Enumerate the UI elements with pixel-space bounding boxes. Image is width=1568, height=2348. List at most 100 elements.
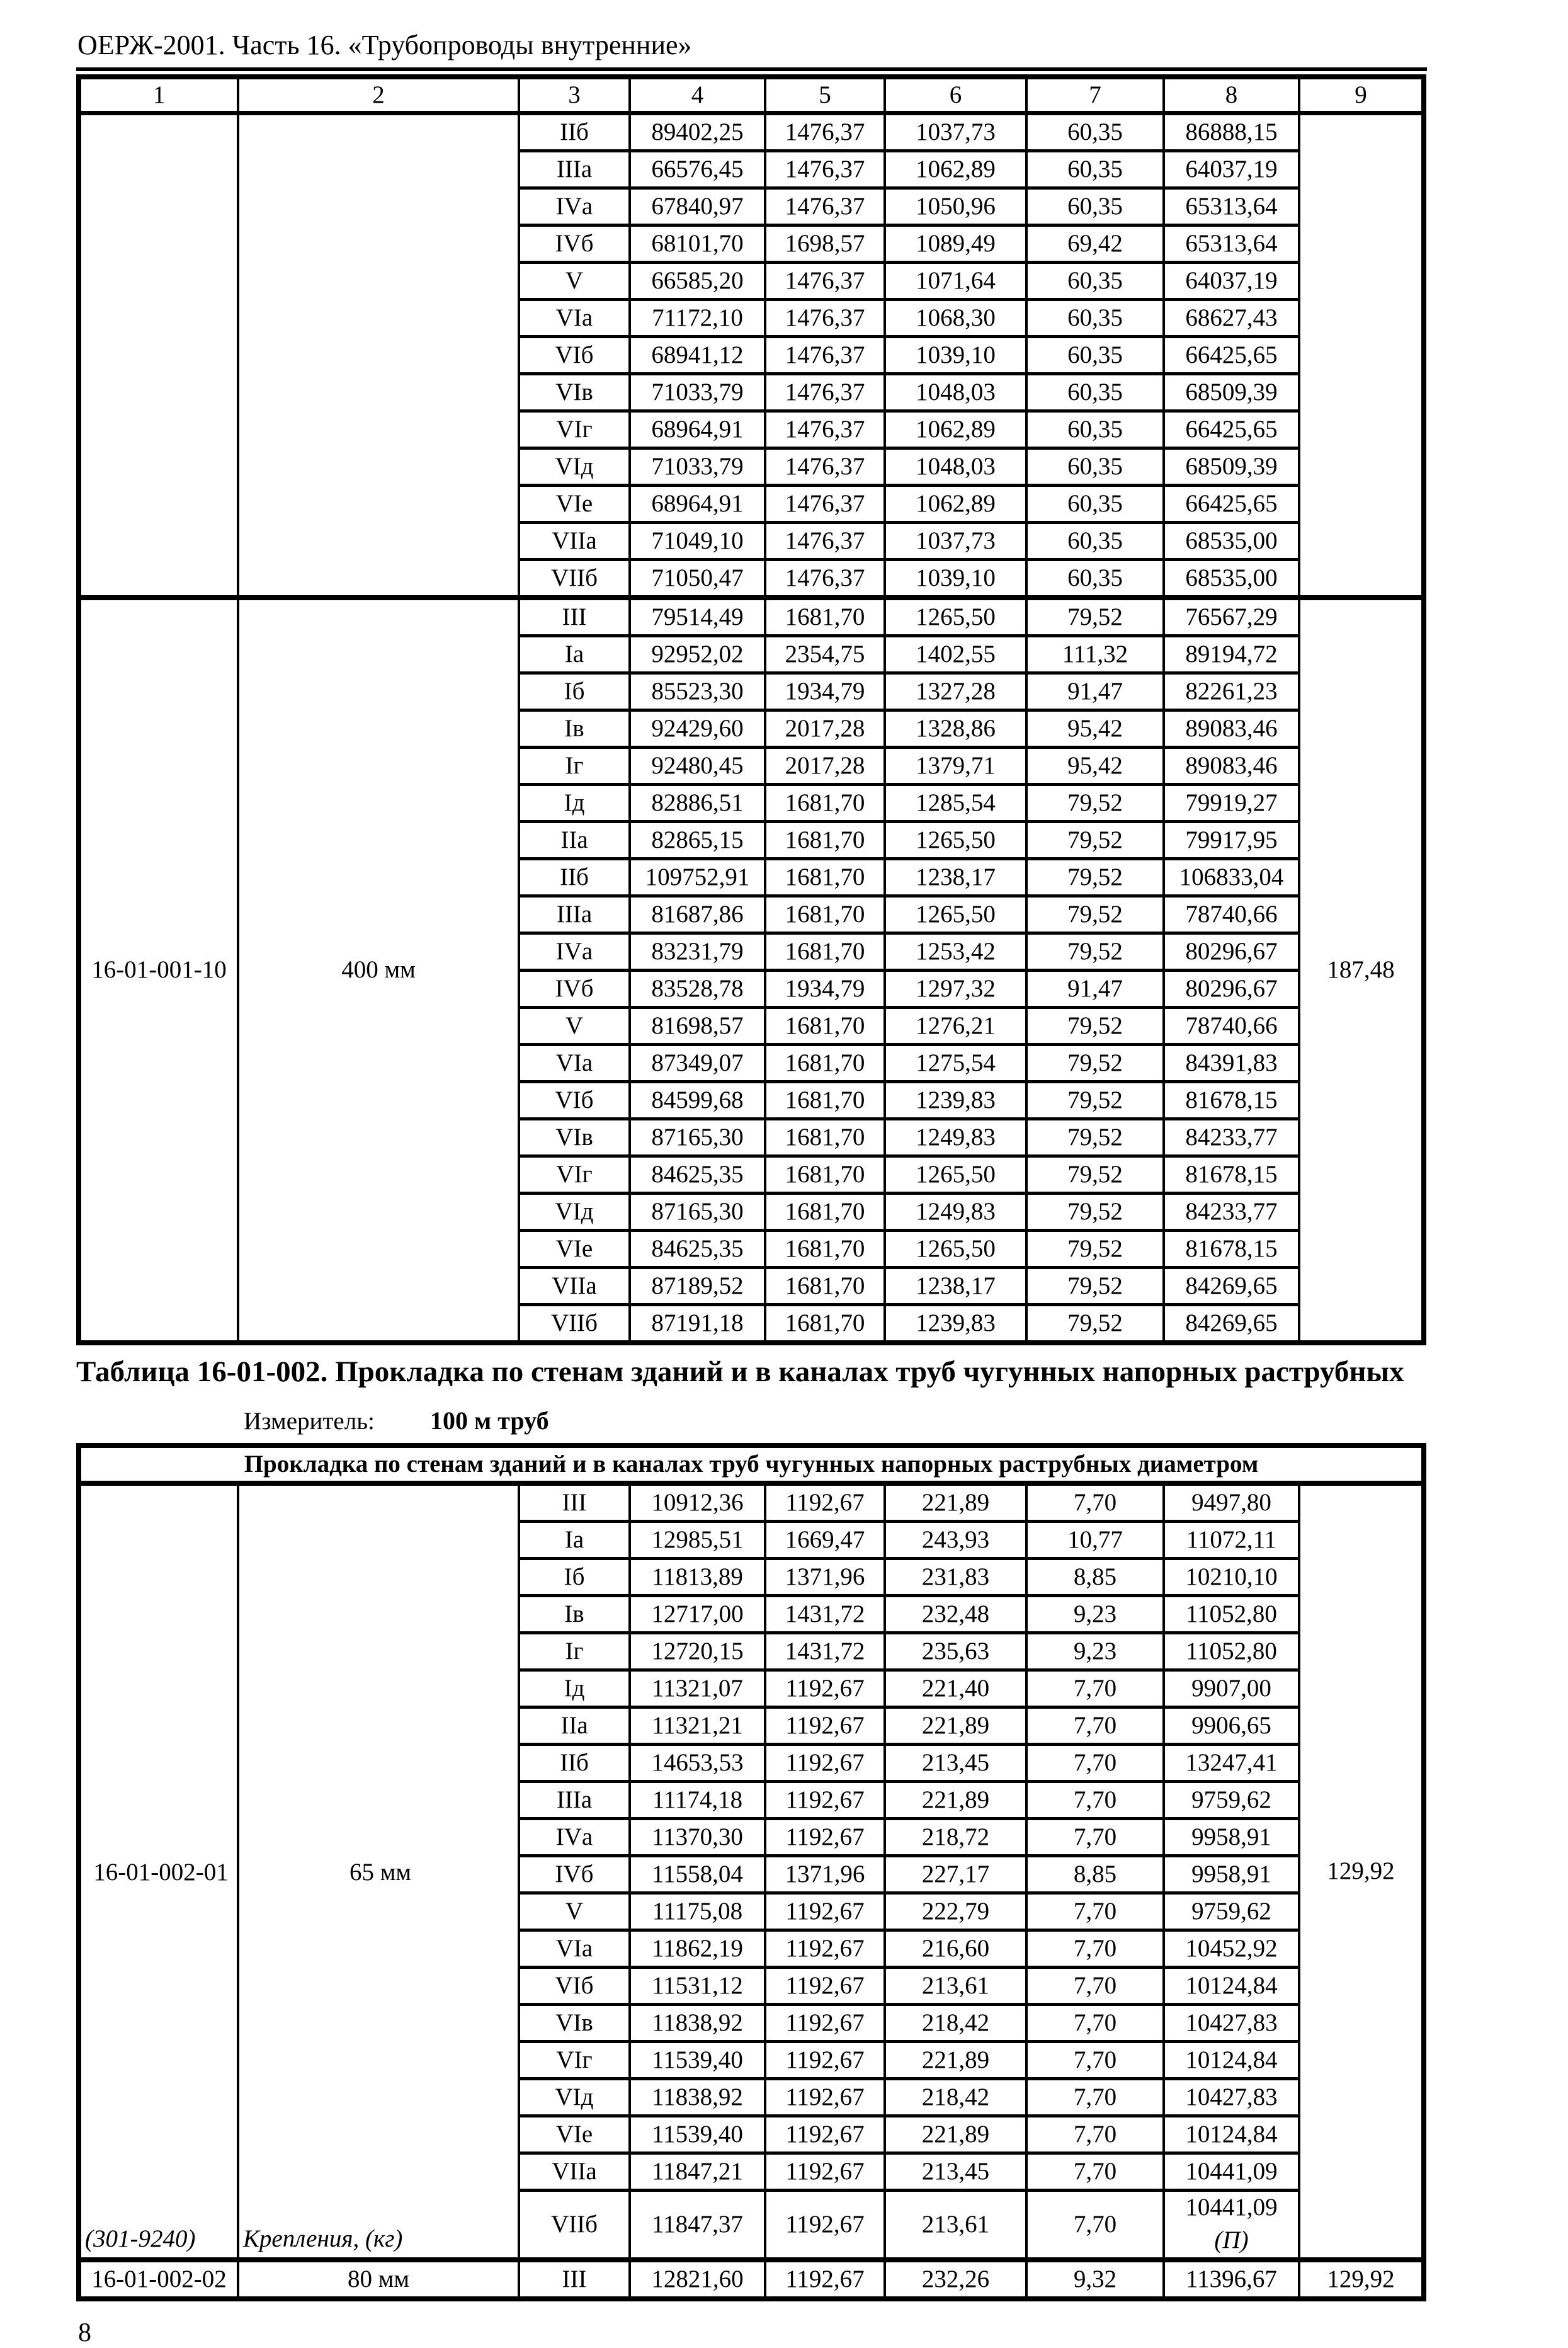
value-cell: 1039,10 <box>883 335 1028 375</box>
value-cell: 14653,53 <box>628 1743 766 1784</box>
value-cell: 7,70 <box>1025 1668 1165 1709</box>
note-name: Крепления, (кг) <box>243 2225 403 2253</box>
value-cell: 111,32 <box>1025 634 1165 675</box>
value-cell: 82886,51 <box>628 783 766 823</box>
value-cell: 79,52 <box>1025 1043 1165 1083</box>
grade-cell: IIIа <box>518 894 631 935</box>
value-text: 1192,67 <box>785 2211 865 2238</box>
value-cell: 71033,79 <box>628 372 766 413</box>
table-row: VIа 87349,07 1681,70 1275,54 79,52 84391,83 <box>79 1043 1424 1083</box>
value-cell: 10124,84 <box>1162 1966 1300 2007</box>
value-cell: 11813,89 <box>628 1557 766 1598</box>
value-cell: 7,70 <box>1025 1780 1165 1821</box>
value-cell: 67840,97 <box>628 186 766 227</box>
table-row: Iд 82886,51 1681,70 1285,54 79,52 79919,27 <box>79 783 1424 823</box>
value-cell: 1431,72 <box>764 1594 886 1635</box>
value-cell: 60,35 <box>1025 298 1165 338</box>
value-cell: 10427,83 <box>1162 2003 1300 2044</box>
value-cell: 1068,30 <box>883 298 1028 338</box>
value-cell: 66576,45 <box>628 149 766 190</box>
extra-cell-empty <box>1298 111 1425 600</box>
table-row: IIIа 11174,18 1192,67 221,89 7,70 9759,62 <box>79 1780 1424 1821</box>
grade-cell: IIб <box>518 857 631 898</box>
value-cell: 1681,70 <box>764 857 886 898</box>
entry-main-row: 16-01-001-10 400 мм III 79514,49 1681,70 1265… <box>77 595 1425 1345</box>
table-row: VIа 11862,19 1192,67 216,60 7,70 10452,92 <box>79 1929 1424 1969</box>
table-row: IVа 11370,30 1192,67 218,72 7,70 9958,91 <box>79 1817 1424 1858</box>
value-cell: 1681,70 <box>764 1154 886 1195</box>
value-cell: 11370,30 <box>628 1817 766 1858</box>
value-cell: 12720,15 <box>628 1631 766 1672</box>
value-cell: 10912,36 <box>628 1481 766 1524</box>
value-text: 213,61 <box>921 2211 990 2238</box>
grade-cell: VIIб <box>518 1303 631 1345</box>
value-cell: 11539,40 <box>628 2040 766 2081</box>
grade-cell: IVб <box>518 1854 631 1895</box>
grade-cell: IIа <box>518 820 631 860</box>
value-cell: 1192,67 <box>764 1780 886 1821</box>
value-cell: 68101,70 <box>628 224 766 264</box>
value-cell: 71050,47 <box>628 558 766 600</box>
table-row: Iв 92429,60 2017,28 1328,86 95,42 89083,46 <box>79 709 1424 749</box>
table-row: VIIа 71049,10 1476,37 1037,73 60,35 68535,00 <box>79 521 1424 561</box>
value-cell: 9,23 <box>1025 1594 1165 1635</box>
value-cell: 84625,35 <box>628 1154 766 1195</box>
table-row: Iб 85523,30 1934,79 1327,28 91,47 82261,23 <box>79 671 1424 712</box>
value-cell: 1476,37 <box>764 447 886 487</box>
value-cell: 10124,84 <box>1162 2040 1300 2081</box>
value-cell: 1192,67 <box>764 1817 886 1858</box>
value-cell: 84625,35 <box>628 1229 766 1269</box>
value-cell: 1476,37 <box>764 484 886 524</box>
grade-cell: VIб <box>518 1080 631 1120</box>
entry-main-row: 16-01-002-02 80 мм III 12821,60 1192,67 232,2… <box>77 2257 1426 2301</box>
value-cell: 1050,96 <box>883 186 1028 227</box>
grade-cell: Iв <box>518 709 631 749</box>
value-cell: 9759,62 <box>1162 1891 1300 1932</box>
column-header: 1 <box>77 75 239 115</box>
value-cell: 1265,50 <box>883 595 1028 637</box>
grade-cell: IIIа <box>518 1780 631 1821</box>
column-header: 8 <box>1162 75 1300 115</box>
value-cell: 1192,67 <box>764 2040 886 2081</box>
value-cell: 216,60 <box>883 1929 1028 1969</box>
grade-cell: III <box>518 2257 631 2301</box>
value-cell: 12985,51 <box>628 1520 766 1561</box>
value-cell: 60,35 <box>1025 372 1165 413</box>
header-rule <box>76 67 1427 71</box>
value-cell: 1039,10 <box>883 558 1028 600</box>
value-cell: 11052,80 <box>1162 1594 1300 1635</box>
grade-cell: VIIа <box>518 521 631 561</box>
value-cell: 11175,08 <box>628 1891 766 1932</box>
value-cell: 79514,49 <box>628 595 766 637</box>
table-row: IIб 14653,53 1192,67 213,45 7,70 13247,41 <box>79 1743 1424 1784</box>
value-cell: 60,35 <box>1025 521 1165 561</box>
value-cell: 11072,11 <box>1162 1520 1300 1561</box>
grade-cell: VIIб <box>518 2189 631 2262</box>
table-row: VIIб 71050,47 1476,37 1039,10 60,35 68535,00 <box>79 558 1424 600</box>
value-cell: 87349,07 <box>628 1043 766 1083</box>
value-cell: 9497,80 <box>1162 1481 1300 1524</box>
value-cell: 1192,67 <box>764 1891 886 1932</box>
value-cell: 89194,72 <box>1162 634 1300 675</box>
value-cell: 7,70 <box>1025 1966 1165 2007</box>
value-cell: 10,77 <box>1025 1520 1165 1561</box>
table-row: VIв 71033,79 1476,37 1048,03 60,35 68509,39 <box>79 372 1424 413</box>
value-cell: 83231,79 <box>628 932 766 972</box>
value-cell: 68509,39 <box>1162 447 1300 487</box>
value-cell: 87165,30 <box>628 1117 766 1158</box>
value-cell: 109752,91 <box>628 857 766 898</box>
value-cell: 231,83 <box>883 1557 1028 1598</box>
entry-code-cell: 16-01-002-01 (301-9240) <box>77 1481 239 2262</box>
entry-extra: 129,92 <box>1297 1481 1426 2262</box>
value-cell: 79,52 <box>1025 1154 1165 1195</box>
value-cell: 11862,19 <box>628 1929 766 1969</box>
value-cell: 9907,00 <box>1162 1668 1300 1709</box>
value-cell: 10427,83 <box>1162 2077 1300 2118</box>
value-cell: 13247,41 <box>1162 1743 1300 1784</box>
value-cell: 1681,70 <box>764 820 886 860</box>
value-cell: 1192,67 <box>764 1929 886 1969</box>
value-cell: 243,93 <box>883 1520 1028 1561</box>
value-cell: 9958,91 <box>1162 1817 1300 1858</box>
value-cell: 1275,54 <box>883 1043 1028 1083</box>
